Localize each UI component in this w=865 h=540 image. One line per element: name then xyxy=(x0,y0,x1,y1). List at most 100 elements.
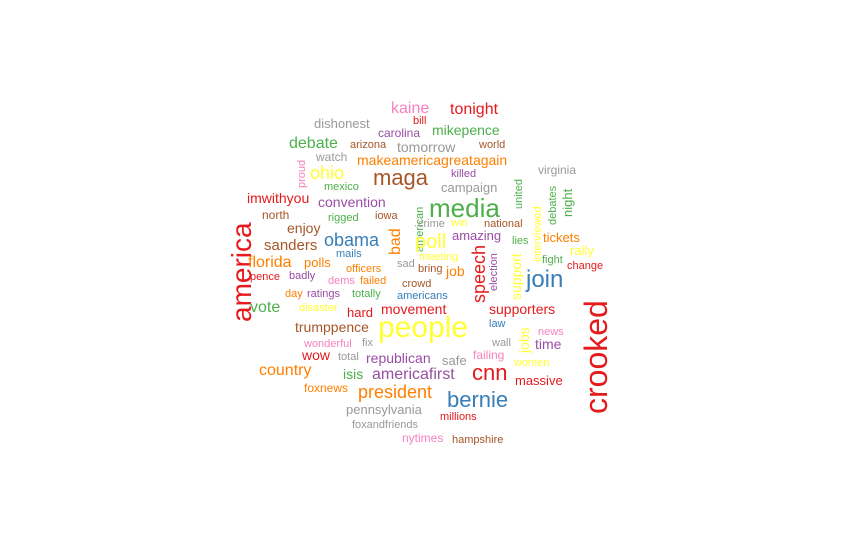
cloud-word-isis: isis xyxy=(343,366,364,382)
cloud-word-maga: maga xyxy=(373,165,429,190)
cloud-word-ohio: ohio xyxy=(310,163,345,183)
cloud-word-media: media xyxy=(429,193,500,223)
cloud-word-wall: wall xyxy=(492,337,511,349)
cloud-word-foxnews: foxnews xyxy=(304,381,349,395)
cloud-word-makeamericagreatagain: makeamericagreatagain xyxy=(357,152,508,168)
cloud-word-disaster: disaster xyxy=(299,302,338,314)
cloud-word-speech: speech xyxy=(469,244,489,303)
cloud-word-safe: safe xyxy=(442,353,467,368)
cloud-word-wonderful: wonderful xyxy=(304,338,352,350)
cloud-word-win: win xyxy=(451,217,468,229)
cloud-word-totally: totally xyxy=(352,288,381,300)
cloud-word-millions: millions xyxy=(440,411,477,423)
cloud-word-americafirst: americafirst xyxy=(372,366,455,383)
cloud-word-supporters: supporters xyxy=(489,301,556,317)
cloud-word-officers: officers xyxy=(346,263,382,275)
cloud-word-time: time xyxy=(535,336,562,352)
cloud-word-election: election xyxy=(488,253,500,291)
cloud-word-amazing: amazing xyxy=(452,228,502,243)
cloud-word-imwithyou: imwithyou xyxy=(247,190,310,206)
cloud-word-bring: bring xyxy=(418,263,443,275)
cloud-word-national: national xyxy=(484,218,523,230)
cloud-word-vote: vote xyxy=(250,299,281,316)
cloud-word-ratings: ratings xyxy=(307,288,341,300)
cloud-word-total: total xyxy=(338,351,359,363)
cloud-word-cnn: cnn xyxy=(472,360,508,385)
cloud-word-united: united xyxy=(513,179,525,209)
cloud-word-florida: florida xyxy=(248,254,292,271)
cloud-bottom-clip xyxy=(0,445,865,540)
cloud-word-badly: badly xyxy=(289,270,316,282)
cloud-word-tomorrow: tomorrow xyxy=(397,139,456,155)
cloud-word-pennsylvania: pennsylvania xyxy=(346,402,422,417)
cloud-word-mexico: mexico xyxy=(324,181,359,193)
cloud-word-crime: crime xyxy=(418,218,445,230)
cloud-word-bad: bad xyxy=(387,228,404,255)
cloud-word-women: women xyxy=(514,357,550,369)
cloud-word-sad: sad xyxy=(397,258,415,270)
cloud-word-meeting: meeting xyxy=(419,251,459,263)
cloud-word-failing: failing xyxy=(473,348,505,362)
cloud-word-foxandfriends: foxandfriends xyxy=(352,419,419,431)
cloud-word-bernie: bernie xyxy=(447,387,509,412)
cloud-word-tonight: tonight xyxy=(450,101,499,118)
cloud-word-news: news xyxy=(538,326,564,338)
cloud-word-join: join xyxy=(526,266,564,293)
cloud-word-proud: proud xyxy=(296,159,308,188)
cloud-word-americans: americans xyxy=(397,290,448,302)
cloud-word-bill: bill xyxy=(413,115,427,127)
cloud-word-obama: obama xyxy=(324,230,380,250)
cloud-word-enjoy: enjoy xyxy=(287,220,321,236)
cloud-word-rigged: rigged xyxy=(328,212,359,224)
cloud-word-dems: dems xyxy=(328,275,355,287)
cloud-word-movement: movement xyxy=(381,301,447,317)
cloud-word-crowd: crowd xyxy=(402,278,432,290)
cloud-word-tickets: tickets xyxy=(543,230,580,245)
cloud-word-day: day xyxy=(285,288,303,300)
cloud-word-north: north xyxy=(262,208,290,222)
cloud-word-job: job xyxy=(446,263,465,279)
cloud-word-jobs: jobs xyxy=(516,327,532,353)
cloud-word-country: country xyxy=(259,362,312,379)
cloud-word-fix: fix xyxy=(362,337,373,349)
cloud-word-republican: republican xyxy=(366,350,431,366)
cloud-word-mikepence: mikepence xyxy=(432,122,500,138)
cloud-word-lies: lies xyxy=(512,235,529,247)
cloud-word-pence: pence xyxy=(250,271,280,283)
cloud-word-mails: mails xyxy=(336,248,362,260)
cloud-word-convention: convention xyxy=(318,194,386,210)
cloud-word-debate: debate xyxy=(289,135,338,152)
cloud-word-dishonest: dishonest xyxy=(314,116,370,131)
cloud-word-killed: killed xyxy=(451,168,477,180)
cloud-word-hard: hard xyxy=(347,305,374,320)
cloud-word-campaign: campaign xyxy=(441,180,498,195)
cloud-word-poll: poll xyxy=(415,231,447,253)
cloud-word-law: law xyxy=(489,318,506,330)
cloud-word-crooked: crooked xyxy=(578,300,614,414)
cloud-word-support: support xyxy=(508,253,524,300)
cloud-word-watch: watch xyxy=(316,150,348,164)
cloud-word-rally: rally xyxy=(570,243,594,258)
cloud-word-polls: polls xyxy=(304,255,331,270)
cloud-word-night: night xyxy=(560,188,575,217)
cloud-word-world: world xyxy=(479,139,506,151)
cloud-word-kaine: kaine xyxy=(391,100,430,117)
cloud-word-trumppence: trumppence xyxy=(295,319,369,335)
cloud-word-people: people xyxy=(378,311,469,344)
cloud-word-wow: wow xyxy=(302,347,331,363)
cloud-word-fight: fight xyxy=(542,254,563,266)
cloud-word-virginia: virginia xyxy=(538,163,577,177)
cloud-word-nytimes: nytimes xyxy=(402,431,444,445)
cloud-word-hampshire: hampshire xyxy=(452,434,504,446)
cloud-word-president: president xyxy=(358,382,433,402)
cloud-word-sanders: sanders xyxy=(264,237,318,254)
cloud-word-failed: failed xyxy=(360,275,387,287)
cloud-word-iowa: iowa xyxy=(375,210,398,222)
cloud-word-massive: massive xyxy=(515,373,563,388)
cloud-word-arizona: arizona xyxy=(350,139,387,151)
cloud-word-change: change xyxy=(567,260,604,272)
cloud-word-carolina: carolina xyxy=(378,126,421,140)
cloud-word-debates: debates xyxy=(547,185,559,225)
